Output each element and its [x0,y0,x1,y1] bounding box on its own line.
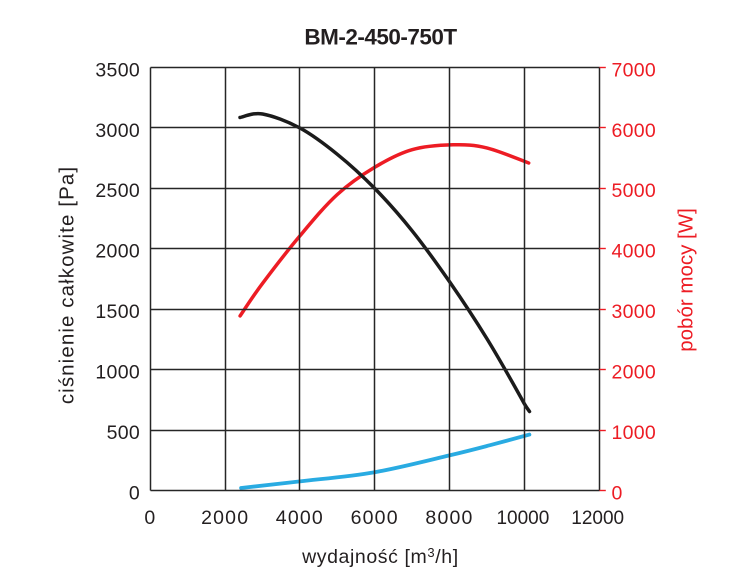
svg-text:2000: 2000 [95,241,140,263]
svg-text:3000: 3000 [95,120,140,142]
svg-text:BM-2-450-750T: BM-2-450-750T [304,25,457,50]
svg-text:3500: 3500 [95,59,140,81]
svg-text:8000: 8000 [425,507,473,529]
svg-text:1000: 1000 [95,362,140,384]
svg-text:4000: 4000 [276,507,324,529]
svg-text:500: 500 [107,422,140,444]
svg-text:6000: 6000 [351,507,399,529]
svg-text:0: 0 [144,507,156,529]
svg-text:5000: 5000 [612,180,657,202]
svg-text:0: 0 [612,482,623,504]
svg-text:ciśnienie całkowite [Pa]: ciśnienie całkowite [Pa] [56,166,79,404]
svg-text:3000: 3000 [612,301,657,323]
svg-text:1500: 1500 [95,301,140,323]
svg-text:wydajność [m3/h]: wydajność [m3/h] [301,545,459,568]
svg-text:2000: 2000 [612,362,657,384]
svg-text:4000: 4000 [612,241,657,263]
svg-text:2500: 2500 [95,180,140,202]
svg-text:2000: 2000 [201,507,249,529]
svg-text:pobór mocy [W]: pobór mocy [W] [675,208,698,352]
svg-text:10000: 10000 [496,508,549,529]
svg-text:12000: 12000 [571,508,624,529]
svg-text:1000: 1000 [612,422,657,444]
svg-text:6000: 6000 [612,120,657,142]
svg-text:7000: 7000 [612,59,657,81]
svg-text:0: 0 [129,482,140,504]
